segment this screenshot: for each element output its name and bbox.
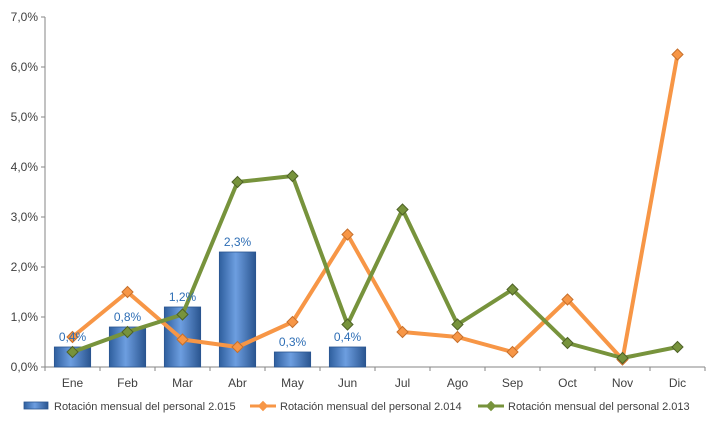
x-tick-label: Ene [62,376,84,390]
bar-data-label: 2,3% [224,235,252,249]
bar-data-label: 0,4% [334,330,362,344]
line-point-2014 [396,325,409,339]
line-point-2013 [121,325,134,339]
x-tick-label: Sep [502,376,524,390]
y-tick-label: 3,0% [11,210,39,224]
bar-data-label: 0,8% [114,310,142,324]
y-axis: 0,0% 1,0% 2,0% 3,0% 4,0% 5,0% 6,0% 7,0% [11,10,46,374]
line-series-2014 [70,52,680,362]
legend-swatch-bar [23,401,49,410]
x-tick-label: Nov [612,376,633,390]
line-point-2014 [506,345,519,359]
line-point-2013 [616,351,629,365]
y-tick-label: 0,0% [11,360,39,374]
line-point-2013 [561,336,574,350]
x-tick-label: Oct [558,376,577,390]
line-point-2013 [341,318,354,331]
bar [328,346,367,368]
line-point-2014 [121,285,134,299]
data-labels: 0,4% 0,8% 1,2% 2,3% 0,3% 0,4% [59,235,362,349]
line-point-2013 [671,340,684,354]
line-point-2013 [396,203,409,216]
bar-data-label: 1,2% [169,290,197,304]
x-tick-label: Dic [669,376,686,390]
line-series-group [66,48,684,366]
legend-swatch-marker [257,400,269,412]
line-point-2014 [341,228,354,241]
line-point-2014 [671,48,684,61]
legend: Rotación mensual del personal 2.015 Rotac… [23,400,690,413]
y-tick-label: 2,0% [11,260,39,274]
x-tick-label: May [281,376,304,390]
line-point-2014 [561,293,574,306]
line-point-2014 [66,330,79,344]
line-point-2014 [286,315,299,329]
line-point-2013 [231,175,244,189]
line-point-2014 [451,330,464,344]
y-tick-label: 6,0% [11,60,39,74]
x-tick-label: Ago [447,376,469,390]
y-tick-label: 5,0% [11,110,39,124]
y-tick-label: 1,0% [11,310,39,324]
line-point-2013 [451,318,464,331]
line-series-2013 [70,174,680,360]
legend-label: Rotación mensual del personal 2.014 [280,401,462,413]
x-tick-label: Feb [117,376,138,390]
bar-data-label: 0,4% [59,330,87,344]
x-tick-label: Jul [395,376,410,390]
y-tick-label: 4,0% [11,160,39,174]
legend-label: Rotación mensual del personal 2.015 [54,401,236,413]
legend-label: Rotación mensual del personal 2.013 [508,401,690,413]
bar-series-2015 [53,251,367,368]
line-point-2014 [231,340,244,354]
line-point-2014 [176,333,189,346]
x-tick-label: Mar [172,376,193,390]
bar-data-label: 0,3% [279,335,307,349]
line-point-2013 [286,169,299,183]
line-point-2013 [66,345,79,359]
x-tick-label: Jun [338,376,357,390]
x-axis: Ene Feb Mar Abr May Jun Jul Ago Sep Oct Nov Dic [44,366,706,390]
legend-swatch-marker [485,400,497,412]
x-tick-label: Abr [228,376,247,390]
bar [273,351,312,368]
y-tick-label: 7,0% [11,10,39,24]
line-point-2013 [176,308,189,321]
line-point-2013 [506,283,519,296]
